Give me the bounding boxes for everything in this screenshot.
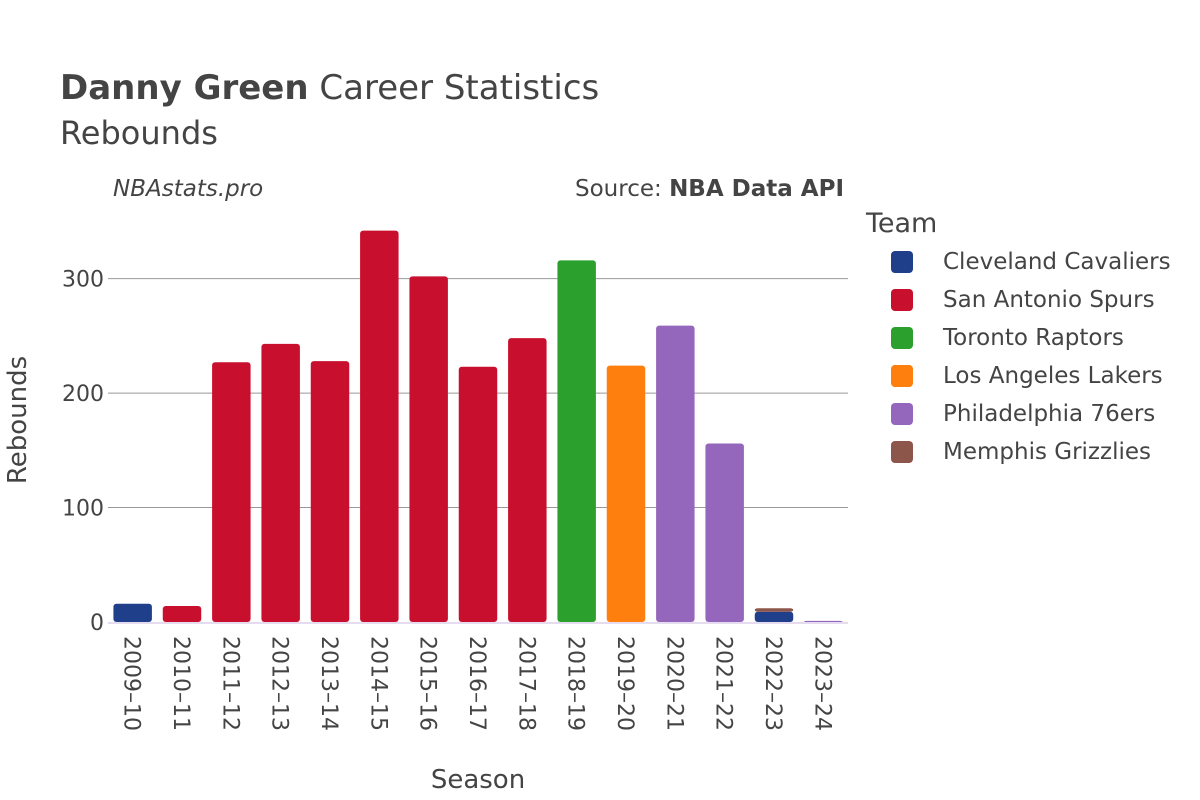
x-axis-title: Season bbox=[431, 765, 525, 795]
y-axis-title: Rebounds bbox=[3, 356, 33, 484]
bar bbox=[804, 620, 843, 622]
x-tick-label: 2013–14 bbox=[316, 636, 341, 731]
legend-label: Cleveland Cavaliers bbox=[943, 249, 1171, 275]
bar bbox=[508, 338, 547, 622]
legend-swatch bbox=[891, 441, 913, 463]
x-tick-label: 2019–20 bbox=[612, 636, 637, 731]
legend-label: San Antonio Spurs bbox=[943, 287, 1155, 313]
x-tick-label: 2010–11 bbox=[168, 636, 193, 731]
legend: Team Cleveland Cavaliers San Antonio Spur… bbox=[866, 208, 1171, 471]
bar bbox=[113, 603, 152, 622]
legend-item[interactable]: Memphis Grizzlies bbox=[866, 433, 1171, 471]
bar bbox=[409, 276, 448, 622]
x-tick-label: 2021–22 bbox=[711, 636, 736, 731]
bar bbox=[705, 443, 744, 622]
legend-label: Toronto Raptors bbox=[943, 325, 1124, 351]
x-tick-label: 2018–19 bbox=[563, 636, 588, 731]
legend-item[interactable]: Toronto Raptors bbox=[866, 319, 1171, 357]
legend-swatch bbox=[891, 327, 913, 349]
x-tick-label: 2020–21 bbox=[661, 636, 686, 731]
x-tick-label: 2022–23 bbox=[760, 636, 785, 731]
source-prefix: Source: bbox=[575, 176, 670, 202]
legend-item[interactable]: Cleveland Cavaliers bbox=[866, 243, 1171, 281]
bar bbox=[310, 361, 350, 622]
bar bbox=[360, 230, 399, 622]
bar bbox=[656, 325, 695, 622]
legend-label: Los Angeles Lakers bbox=[943, 363, 1163, 389]
title-player-name: Danny Green bbox=[60, 68, 309, 108]
watermark: NBAstats.pro bbox=[113, 176, 264, 202]
x-tick-label: 2016–17 bbox=[464, 636, 489, 731]
bar bbox=[261, 343, 300, 622]
x-tick-label: 2017–18 bbox=[513, 636, 538, 731]
legend-swatch bbox=[891, 251, 913, 273]
title-suffix: Career Statistics bbox=[308, 68, 600, 108]
legend-swatch bbox=[891, 365, 913, 387]
x-tick-label: 2014–15 bbox=[365, 636, 390, 731]
legend-title: Team bbox=[866, 208, 938, 239]
source-name: NBA Data API bbox=[669, 176, 844, 202]
x-tick-label: 2015–16 bbox=[415, 636, 440, 731]
legend-item[interactable]: San Antonio Spurs bbox=[866, 281, 1171, 319]
legend-label: Memphis Grizzlies bbox=[943, 439, 1151, 465]
legend-label: Philadelphia 76ers bbox=[943, 401, 1156, 427]
x-tick-label: 2012–13 bbox=[267, 636, 292, 731]
bar bbox=[754, 611, 794, 622]
bar bbox=[162, 605, 202, 622]
source-credit: Source: NBA Data API bbox=[575, 176, 844, 202]
x-tick-label: 2023–24 bbox=[809, 636, 834, 731]
chart-title: Danny Green Career Statistics bbox=[60, 66, 599, 110]
x-tick-label: 2011–12 bbox=[217, 636, 242, 731]
legend-swatch bbox=[891, 403, 913, 425]
bar bbox=[212, 362, 251, 622]
legend-item[interactable]: Philadelphia 76ers bbox=[866, 395, 1171, 433]
legend-swatch bbox=[891, 289, 913, 311]
y-tick-label: 0 bbox=[90, 611, 104, 636]
bar bbox=[557, 260, 596, 622]
bar bbox=[754, 608, 794, 612]
chart-subtitle: Rebounds bbox=[60, 114, 218, 152]
x-tick-label: 2009–10 bbox=[119, 636, 144, 731]
y-tick-label: 100 bbox=[62, 497, 104, 522]
bar bbox=[458, 366, 498, 622]
y-tick-label: 200 bbox=[62, 382, 104, 407]
y-tick-label: 300 bbox=[62, 268, 104, 293]
bar bbox=[606, 365, 646, 622]
legend-item[interactable]: Los Angeles Lakers bbox=[866, 357, 1171, 395]
